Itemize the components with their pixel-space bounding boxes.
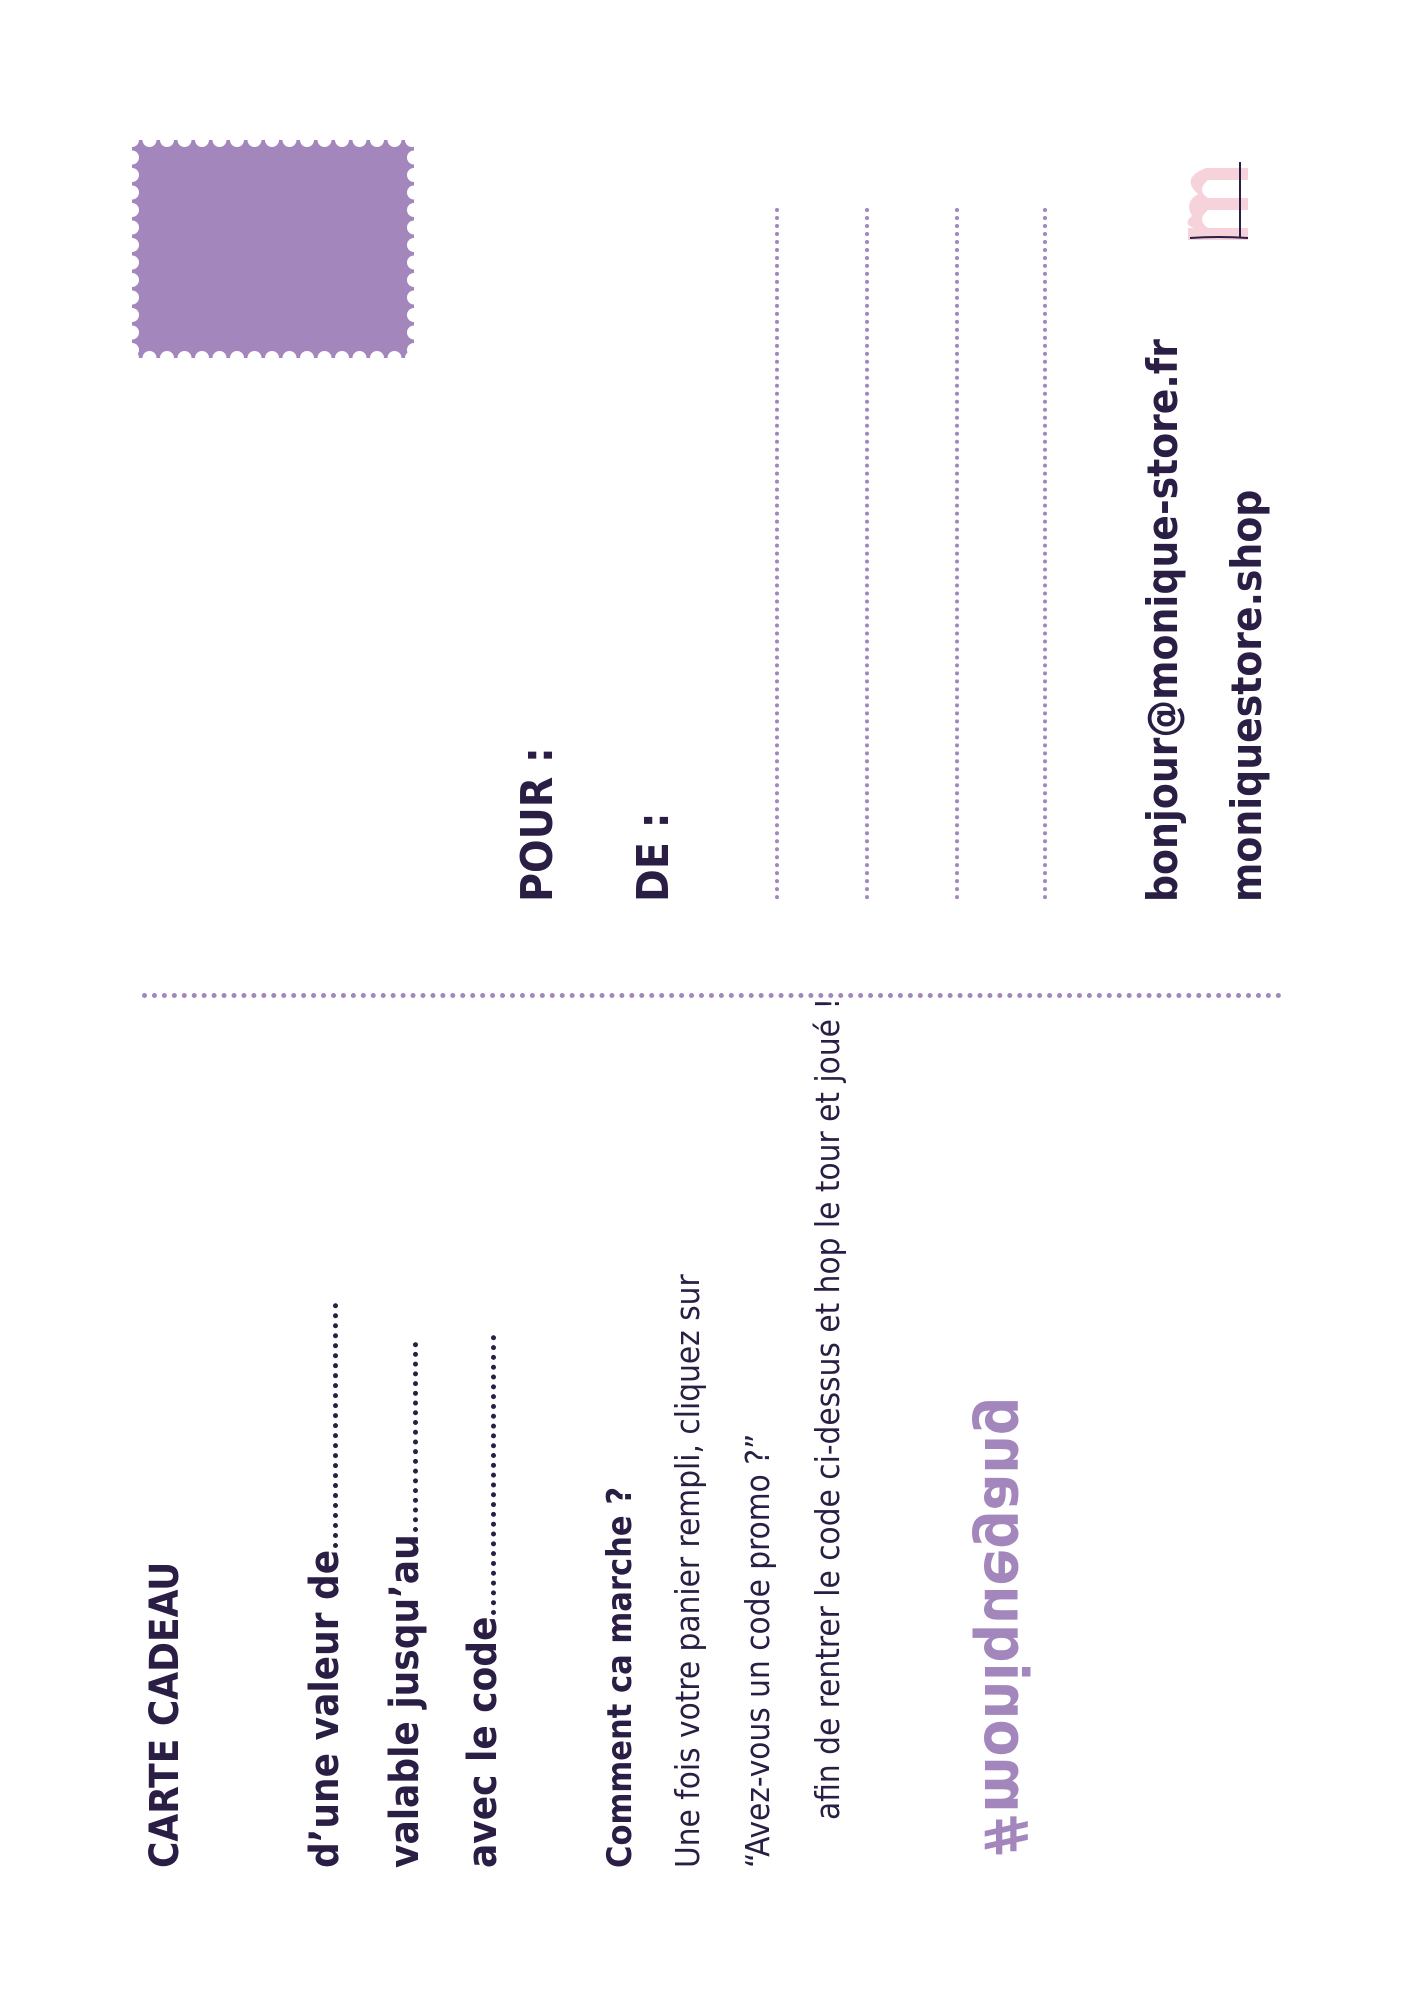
- from-label: DE :: [628, 812, 679, 902]
- code-label: avec le code: [460, 1616, 506, 1868]
- howto-line-2: “Avez-vous un code promo ?”: [738, 1433, 777, 1868]
- contact-email: bonjour@monique-store.fr: [1138, 339, 1187, 902]
- address-line-2: [865, 208, 869, 900]
- code-field: [491, 1334, 496, 1615]
- card-divider: [142, 993, 1282, 998]
- value-field: [333, 1302, 338, 1548]
- value-line: d’une valeur de: [302, 1302, 348, 1868]
- address-line-1: [775, 208, 779, 900]
- valid-line: valable jusqu’au: [382, 1342, 428, 1868]
- address-line-4: [1043, 208, 1047, 900]
- howto-line-3: afin de rentrer le code ci-dessus et hop…: [808, 997, 847, 1820]
- howto-line-1: Une fois votre panier rempli, cliquez su…: [668, 1274, 707, 1868]
- card-title: CARTE CADEAU: [142, 1561, 188, 1868]
- howto-title: Comment ca marche ?: [600, 1486, 640, 1868]
- postage-stamp-icon: [132, 140, 414, 358]
- code-line: avec le code: [460, 1334, 506, 1868]
- hashtag: #moniquegang: [970, 1396, 1040, 1858]
- monique-m-logo: [1187, 162, 1249, 240]
- to-label: POUR :: [512, 747, 563, 902]
- value-label: d’une valeur de: [302, 1549, 348, 1868]
- valid-field: [413, 1342, 418, 1533]
- contact-website: moniquestore.shop: [1222, 489, 1271, 902]
- valid-label: valable jusqu’au: [382, 1534, 428, 1868]
- address-line-3: [955, 208, 959, 900]
